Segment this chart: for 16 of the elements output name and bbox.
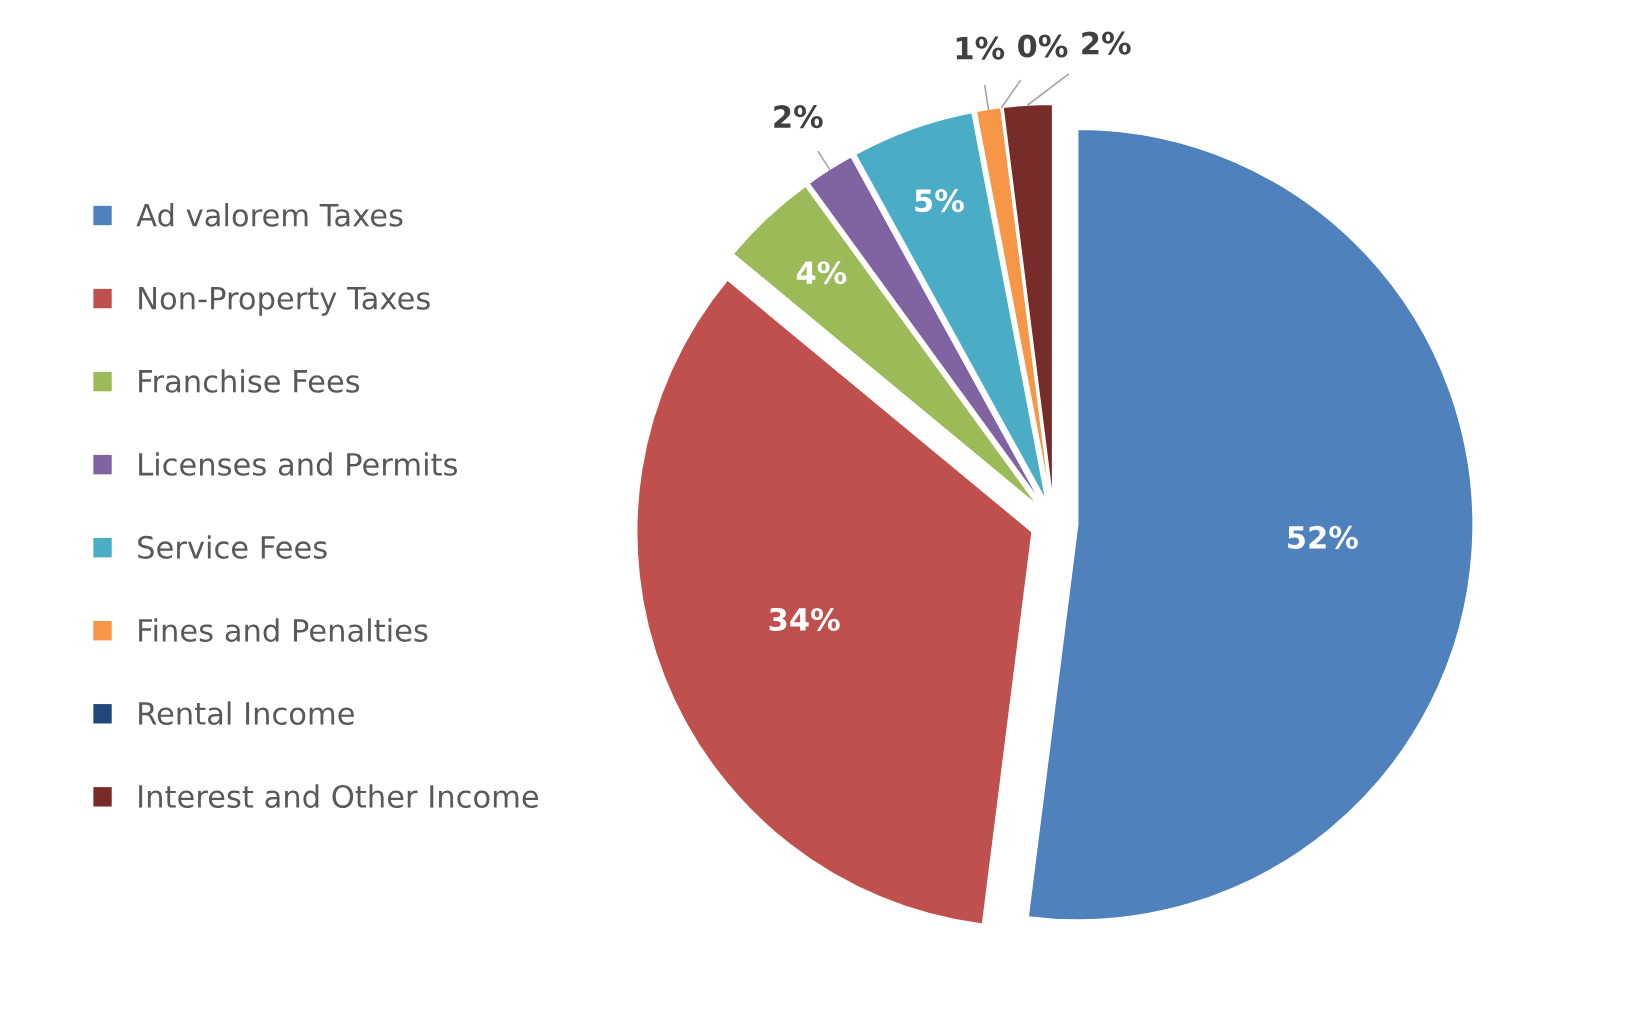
data-label: 2% — [1082, 31, 1131, 55]
text: 0% — [1018, 34, 1068, 58]
data-label: 52% — [1288, 525, 1358, 549]
legend-label: Licenses and Permits — [139, 452, 457, 476]
legend-label: Ad valorem Taxes — [136, 203, 403, 227]
legend-label: Interest and Other Income — [139, 784, 539, 809]
data-label: 34% — [769, 607, 840, 631]
data-label: 1% — [956, 36, 1005, 60]
data-label: 5% — [915, 189, 964, 213]
legend-label: Non-Property Taxes — [139, 287, 430, 316]
data-label: 4% — [796, 261, 847, 285]
legend-label: Rental Income — [139, 701, 354, 725]
legend-label: Franchise Fees — [139, 369, 360, 393]
data-label: 2% — [774, 105, 823, 129]
legend-label: Fines and Penalties — [139, 618, 428, 642]
legend-label: Service Fees — [138, 535, 327, 559]
